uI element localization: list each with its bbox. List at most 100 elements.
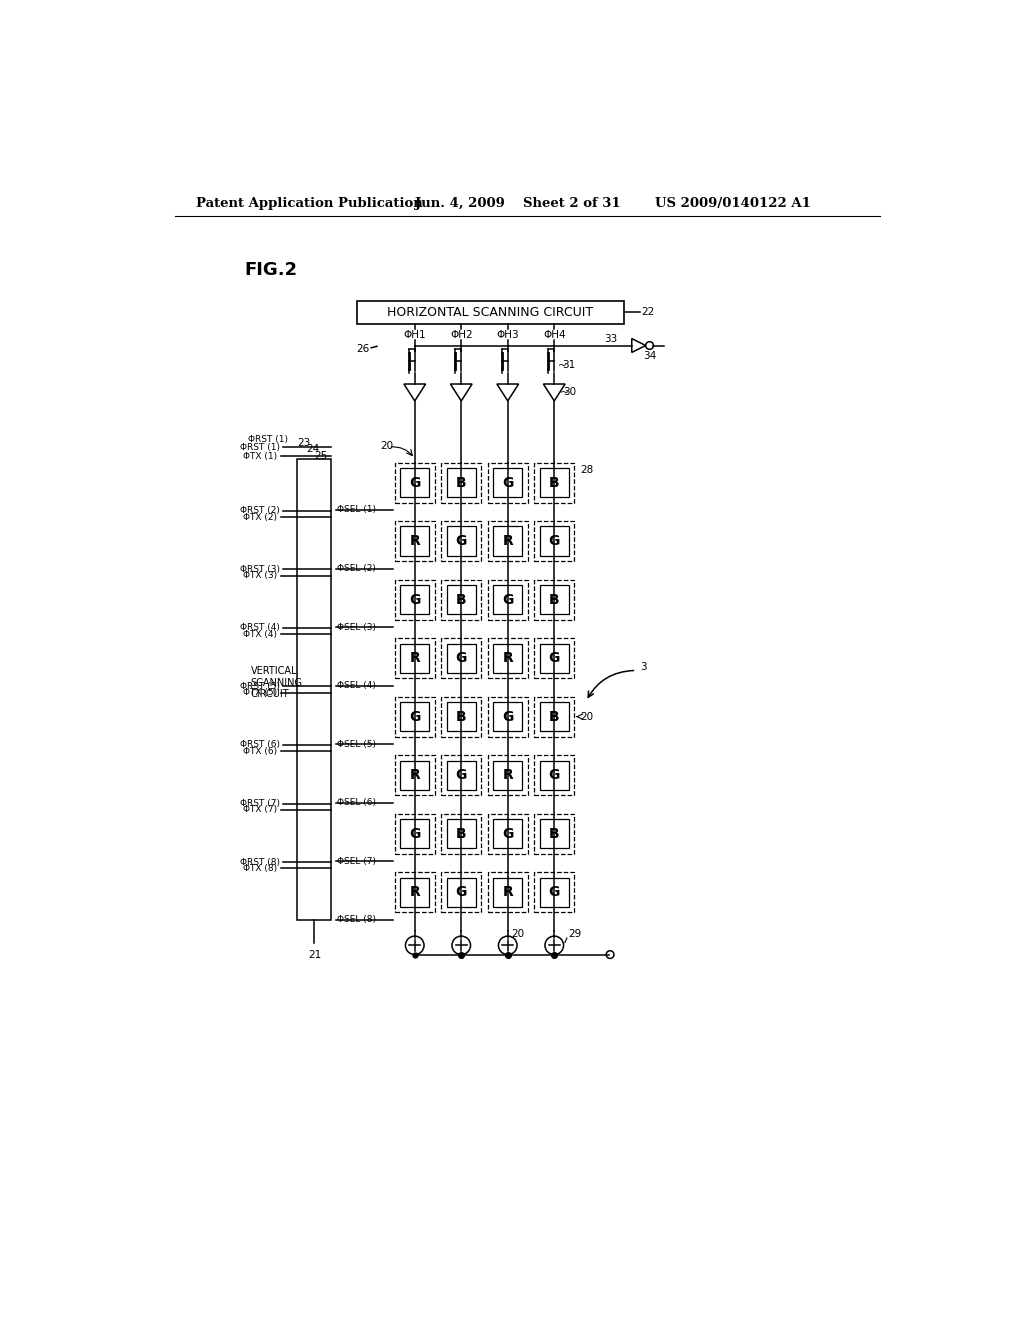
Bar — [297, 459, 331, 920]
Text: 20: 20 — [581, 711, 594, 722]
Text: ΦRST (5): ΦRST (5) — [241, 682, 281, 690]
Circle shape — [606, 950, 614, 958]
Circle shape — [499, 936, 517, 954]
Text: G: G — [456, 535, 467, 548]
Bar — [446, 818, 476, 849]
Text: G: G — [409, 475, 421, 490]
Bar — [487, 697, 528, 737]
Bar — [535, 697, 574, 737]
Text: 20: 20 — [512, 929, 524, 939]
Bar — [400, 585, 429, 614]
Text: 25: 25 — [314, 451, 328, 462]
Bar — [441, 813, 481, 854]
Text: ΦSEL (7): ΦSEL (7) — [337, 857, 376, 866]
Bar — [535, 521, 574, 561]
Text: G: G — [456, 768, 467, 783]
Text: Patent Application Publication: Patent Application Publication — [197, 197, 423, 210]
Bar — [487, 638, 528, 678]
Bar — [441, 755, 481, 795]
Text: G: G — [502, 710, 513, 723]
Bar — [493, 585, 522, 614]
Polygon shape — [497, 384, 518, 401]
Text: G: G — [549, 651, 560, 665]
Bar — [394, 755, 435, 795]
Text: ΦTX (3): ΦTX (3) — [243, 572, 276, 581]
Circle shape — [406, 936, 424, 954]
Bar — [535, 755, 574, 795]
Bar — [446, 760, 476, 789]
Bar — [493, 702, 522, 731]
Text: ΦH1: ΦH1 — [403, 330, 426, 339]
Text: R: R — [410, 886, 420, 899]
Text: ΦRST (1): ΦRST (1) — [241, 442, 281, 451]
Bar — [400, 878, 429, 907]
Bar — [493, 760, 522, 789]
Bar — [394, 813, 435, 854]
Bar — [487, 462, 528, 503]
Text: R: R — [503, 886, 513, 899]
Bar — [441, 521, 481, 561]
Text: ΦRST (8): ΦRST (8) — [241, 858, 281, 866]
Text: G: G — [409, 593, 421, 607]
Polygon shape — [403, 384, 426, 401]
Text: ~: ~ — [558, 362, 567, 371]
Bar — [493, 878, 522, 907]
Bar — [446, 469, 476, 498]
Text: ΦRST (4): ΦRST (4) — [241, 623, 281, 632]
Text: ΦSEL (1): ΦSEL (1) — [337, 506, 376, 515]
Text: ΦH4: ΦH4 — [543, 330, 565, 339]
Text: 31: 31 — [562, 360, 575, 370]
Text: ΦSEL (8): ΦSEL (8) — [337, 915, 376, 924]
Bar — [540, 818, 569, 849]
Bar — [400, 818, 429, 849]
Text: R: R — [503, 535, 513, 548]
Bar — [356, 301, 624, 323]
Text: ΦTX (2): ΦTX (2) — [243, 513, 276, 521]
Bar — [535, 462, 574, 503]
Bar — [487, 579, 528, 619]
Bar — [535, 873, 574, 912]
Text: 23: 23 — [298, 438, 311, 449]
Text: Jun. 4, 2009: Jun. 4, 2009 — [415, 197, 505, 210]
Text: G: G — [409, 826, 421, 841]
Text: ΦSEL (4): ΦSEL (4) — [337, 681, 376, 690]
Bar — [394, 521, 435, 561]
Circle shape — [452, 936, 471, 954]
Bar — [540, 702, 569, 731]
Text: R: R — [503, 768, 513, 783]
Text: 20: 20 — [381, 441, 394, 450]
Text: ΦSEL (5): ΦSEL (5) — [337, 739, 376, 748]
Text: G: G — [502, 475, 513, 490]
Bar — [535, 813, 574, 854]
Bar — [446, 702, 476, 731]
Text: R: R — [503, 651, 513, 665]
Text: G: G — [502, 593, 513, 607]
Text: Sheet 2 of 31: Sheet 2 of 31 — [523, 197, 621, 210]
Text: ΦH3: ΦH3 — [497, 330, 519, 339]
Text: G: G — [549, 886, 560, 899]
Text: ΦRST (6): ΦRST (6) — [241, 741, 281, 750]
Bar — [394, 697, 435, 737]
Bar — [400, 702, 429, 731]
Bar — [441, 697, 481, 737]
Text: R: R — [410, 535, 420, 548]
Text: 28: 28 — [581, 465, 594, 475]
Text: ΦTX (6): ΦTX (6) — [243, 747, 276, 756]
Text: ΦTX (7): ΦTX (7) — [243, 805, 276, 814]
Bar — [493, 818, 522, 849]
Bar — [446, 585, 476, 614]
Text: 29: 29 — [568, 929, 582, 939]
Text: 30: 30 — [563, 387, 577, 397]
Circle shape — [545, 936, 563, 954]
Bar — [487, 813, 528, 854]
Bar — [400, 644, 429, 673]
Text: G: G — [549, 768, 560, 783]
Text: 22: 22 — [641, 308, 654, 317]
Text: G: G — [456, 651, 467, 665]
Text: ΦSEL (6): ΦSEL (6) — [337, 799, 376, 807]
Text: B: B — [549, 475, 559, 490]
Bar — [441, 579, 481, 619]
Text: 21: 21 — [308, 949, 322, 960]
Bar — [493, 644, 522, 673]
Text: B: B — [456, 826, 467, 841]
